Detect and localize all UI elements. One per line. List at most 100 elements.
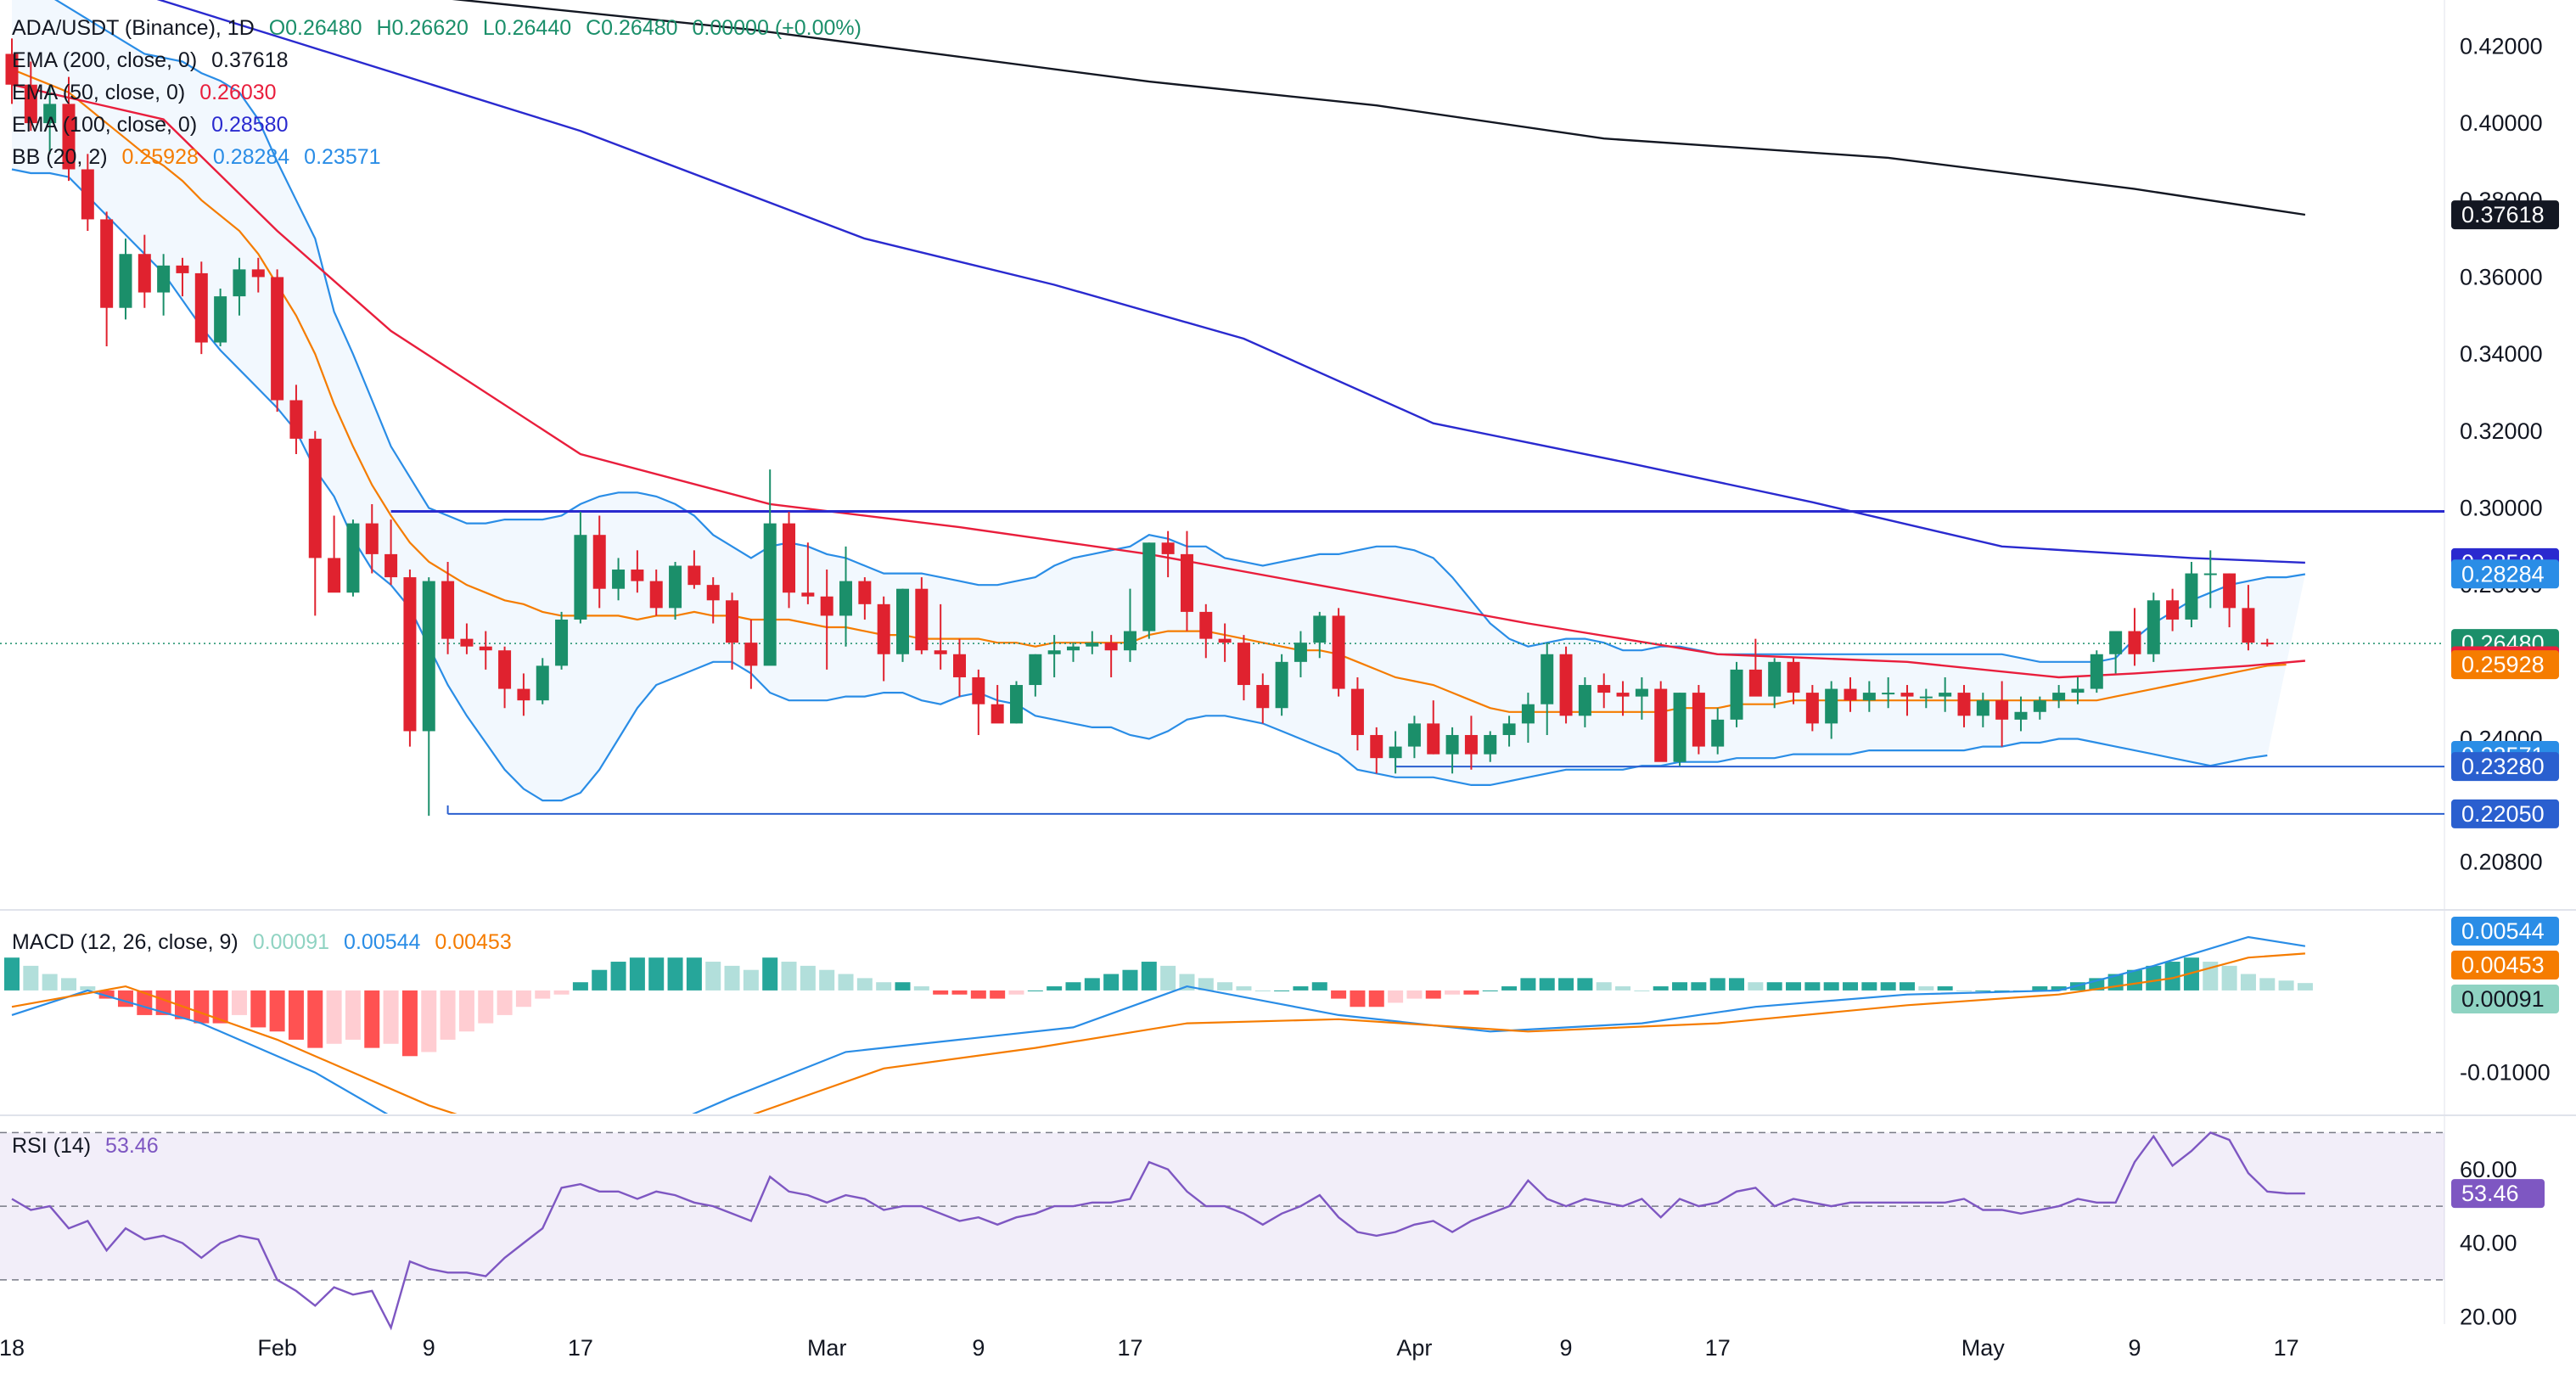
candle-body (1976, 700, 1990, 716)
macd-histogram-bar (1406, 990, 1423, 999)
candle-body (1104, 643, 1118, 651)
candle-body (81, 169, 94, 220)
macd-histogram-bar (80, 986, 96, 991)
candle-body (24, 84, 37, 124)
macd-histogram-bar (364, 990, 380, 1048)
macd-histogram-bar (497, 990, 513, 1015)
macd-histogram-bar (1217, 982, 1233, 991)
time-tick-label: 9 (423, 1335, 435, 1361)
candle-body (2071, 688, 2085, 693)
bb-lower-value: 0.23571 (304, 145, 381, 169)
price-tick-label: 0.36000 (2460, 264, 2543, 289)
macd-histogram-bar (572, 982, 588, 991)
candle-body (498, 650, 512, 689)
macd-histogram-bar (1539, 978, 1555, 991)
candle-body (1825, 688, 1838, 724)
candle-body (1844, 688, 1857, 701)
candle-body (1748, 669, 1762, 697)
candle-body (1180, 553, 1193, 612)
macd-histogram-bar (1141, 962, 1157, 991)
candle-body (2147, 600, 2160, 654)
candle-body (479, 646, 492, 651)
candle-body (1370, 734, 1383, 759)
candle-body (1730, 669, 1743, 720)
rsi-legend: RSI (14) 53.46 (12, 1133, 167, 1159)
macd-histogram-bar (1843, 982, 1859, 991)
candle-body (1123, 631, 1136, 651)
candle-body (1541, 654, 1554, 704)
macd-histogram-bar (326, 990, 342, 1044)
macd-histogram-bar (592, 969, 608, 991)
candle-body (1332, 615, 1345, 689)
candles[interactable] (5, 38, 2274, 817)
ema200-label: EMA (200, close, 0) (12, 48, 198, 72)
macd-histogram-bar (288, 990, 304, 1040)
ema200-value: 0.37618 (211, 48, 289, 72)
macd-histogram-bar (231, 990, 247, 1015)
candle-body (1995, 700, 2009, 720)
candle-body (1692, 693, 1705, 747)
ema50-legend: EMA (50, close, 0) 0.26030 (12, 80, 285, 105)
candle-body (1427, 723, 1440, 755)
candle-body (384, 553, 398, 578)
low-value: L0.26440 (482, 16, 572, 40)
candle-body (1407, 723, 1421, 747)
macd-histogram-bar (98, 990, 115, 999)
price-tick-label: 0.34000 (2460, 341, 2543, 367)
price-tick-label: 0.40000 (2460, 110, 2543, 136)
macd-label: MACD (12, 26, close, 9) (12, 930, 239, 954)
macd-pane (4, 935, 2313, 1114)
macd-histogram-bar (2278, 980, 2294, 991)
candle-body (726, 600, 739, 643)
candle-body (706, 585, 720, 601)
candle-body (251, 269, 265, 278)
bb-basis-value: 0.25928 (121, 145, 199, 169)
macd-histogram-bar (970, 990, 986, 999)
candle-body (2166, 600, 2180, 620)
rsi-line (11, 1131, 2305, 1331)
macd-histogram-bar (155, 990, 171, 1015)
candle-body (346, 523, 360, 593)
candle-body (365, 523, 379, 554)
macd-histogram-bar (1880, 982, 1896, 991)
macd-histogram-bar (933, 990, 949, 995)
macd-histogram-bar (1861, 982, 1877, 991)
candle-body (1047, 650, 1061, 654)
candle-body (460, 638, 474, 647)
macd-histogram-bar (421, 990, 437, 1052)
macd-histogram-bar (838, 974, 854, 991)
candle-body (1161, 542, 1175, 554)
macd-histogram-bar (1331, 990, 1347, 999)
macd-histogram-bar (1122, 969, 1138, 991)
macd-histogram-bar (990, 990, 1006, 999)
time-tick-label: Apr (1396, 1335, 1432, 1361)
macd-histogram-bar (1596, 982, 1612, 991)
macd-histogram-bar (212, 990, 228, 1024)
candle-body (763, 523, 777, 666)
macd-histogram-bar (648, 957, 665, 991)
candle-body (1805, 693, 1819, 724)
macd-histogram-bar (2240, 974, 2256, 991)
symbol-legend: ADA/USDT (Binance), 1D O0.26480 H0.26620… (12, 15, 870, 41)
candle-body (801, 592, 815, 597)
price-tick-label: 0.42000 (2460, 33, 2543, 59)
ema50-value: 0.26030 (199, 81, 277, 104)
macd-histogram-bar (1653, 986, 1669, 991)
macd-histogram-bar (1729, 978, 1745, 991)
macd-histogram-bar (1520, 978, 1536, 991)
close-value: C0.26480 (586, 16, 678, 40)
candle-body (1350, 688, 1364, 735)
symbol-name: ADA/USDT (Binance), 1D (12, 16, 255, 40)
macd-histogram-bar (895, 982, 911, 991)
rsi-pane (0, 1131, 2444, 1331)
candle-body (1559, 654, 1573, 716)
candle-body (744, 643, 758, 666)
price-badge (2451, 650, 2559, 680)
candle-body (137, 254, 151, 293)
macd-histogram-bar (1350, 990, 1366, 1008)
price-tick-label: 0.20800 (2460, 850, 2543, 875)
candle-body (1597, 685, 1611, 693)
candle-body (953, 654, 966, 677)
candle-body (176, 265, 189, 273)
macd-histogram-bar (1766, 982, 1782, 991)
